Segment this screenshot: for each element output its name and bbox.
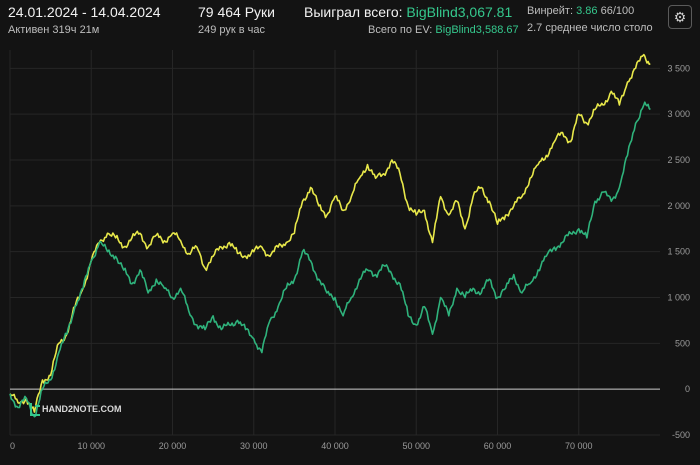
avg-tables: 2.7 среднее число столо (527, 22, 653, 34)
won-total: Выиграл всего: BigBlind3,067.81 (304, 4, 512, 20)
x-tick-label: 10 000 (77, 441, 105, 451)
y-tick-label: -500 (672, 430, 690, 440)
active-time: Активен 319ч 21м (8, 24, 100, 36)
winrate-unit: 66/100 (600, 5, 635, 17)
x-tick-label: 20 000 (159, 441, 187, 451)
y-tick-label: 0 (685, 384, 690, 394)
winrate: Винрейт: 3.86 66/100 (527, 5, 634, 17)
winrate-value: 3.86 (576, 5, 598, 17)
date-range: 24.01.2024 - 14.04.2024 (8, 4, 161, 20)
logo: HAND2NOTE.COM (30, 403, 122, 416)
x-tick-label: 30 000 (240, 441, 268, 451)
x-tick-label: 60 000 (484, 441, 512, 451)
winrate-label: Винрейт: (527, 5, 574, 17)
hands-per-hour: 249 рук в час (198, 24, 266, 36)
won-value: BigBlind3,067.81 (406, 4, 513, 20)
x-tick-label: 40 000 (321, 441, 349, 451)
ev-value: BigBlind3,588.67 (435, 24, 519, 36)
ev-total: Всего по EV: BigBlind3,588.67 (368, 24, 519, 36)
x-tick-label: 70 000 (565, 441, 593, 451)
graph-chart: 0 10 000 20 000 30 000 40 000 50 000 60 000 70 … (9, 50, 690, 451)
x-tick-label: 0 (10, 441, 15, 451)
hands-count: 79 464 Руки (198, 4, 275, 20)
y-axis: -500 0 500 1 000 1 500 2 000 2 500 3 000 3 500 (667, 63, 690, 440)
y-tick-label: 2 000 (667, 201, 690, 211)
y-tick-label: 500 (675, 338, 690, 348)
y-tick-label: 3 500 (667, 63, 690, 73)
y-tick-label: 1 500 (667, 247, 690, 257)
ev-line (9, 53, 651, 413)
ev-label: Всего по EV: (368, 24, 433, 36)
y-tick-label: 2 500 (667, 155, 690, 165)
won-line (9, 101, 651, 418)
logo-mark (30, 403, 40, 416)
y-tick-label: 3 000 (667, 109, 690, 119)
gear-icon[interactable]: ⚙ (668, 5, 692, 29)
x-tick-label: 50 000 (402, 441, 430, 451)
won-label: Выиграл всего: (304, 4, 403, 20)
logo-text: HAND2NOTE.COM (42, 404, 122, 414)
x-axis: 0 10 000 20 000 30 000 40 000 50 000 60 000 70 … (10, 441, 593, 451)
y-tick-label: 1 000 (667, 293, 690, 303)
series-lines (9, 53, 651, 418)
